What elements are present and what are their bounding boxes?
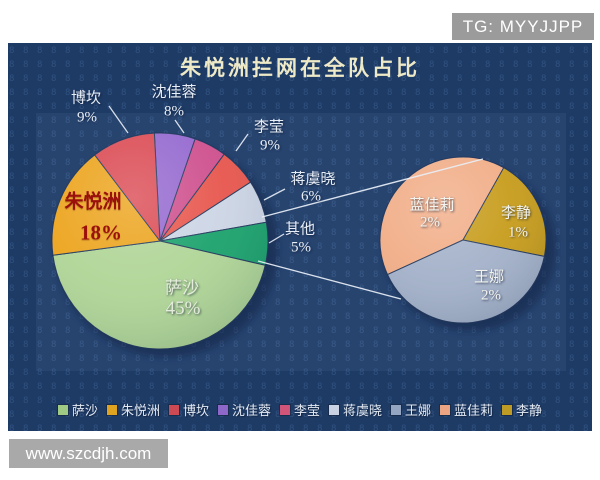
legend-label: 蒋虞晓	[343, 403, 383, 418]
value-wangna: 2%	[481, 287, 501, 304]
label-sasha: 萨沙	[165, 278, 199, 298]
legend-label: 李静	[516, 403, 543, 418]
legend-item-7: 蓝佳莉	[440, 400, 493, 419]
legend-item-3: 沈佳蓉	[217, 400, 271, 419]
value-qita: 5%	[291, 239, 311, 256]
value-sasha: 45%	[165, 298, 201, 319]
label-shenjiarong: 沈佳蓉	[151, 84, 197, 101]
legend-item-0: 萨沙	[57, 400, 98, 419]
legend-label: 李莹	[293, 403, 320, 418]
legend-swatch	[57, 404, 68, 415]
legend-label: 博坎	[182, 403, 209, 418]
value-bokan: 9%	[77, 109, 97, 126]
legend-swatch	[168, 404, 179, 415]
legend-swatch	[391, 404, 402, 415]
legend-swatch	[279, 404, 290, 415]
legend-item-5: 蒋虞晓	[329, 400, 382, 419]
legend-label: 朱悦洲	[120, 403, 160, 418]
legend-item-4: 李莹	[279, 400, 320, 419]
legend-swatch	[502, 404, 513, 415]
label-jiangyuxiao: 蒋虞晓	[290, 171, 336, 188]
legend-label: 蓝佳莉	[454, 403, 494, 418]
legend-swatch	[217, 404, 228, 415]
legend-item-1: 朱悦洲	[106, 400, 160, 419]
legend: 萨沙 朱悦洲 博坎 沈佳蓉 李莹 蒋虞晓 王娜 蓝佳莉 李静	[8, 400, 592, 419]
legend-item-8: 李静	[502, 400, 542, 419]
chart-title: 朱悦洲拦网在全队占比	[180, 56, 420, 80]
label-bokan: 博坎	[70, 90, 102, 107]
label-zhuyuezhou: 朱悦洲	[64, 191, 122, 213]
legend-swatch	[440, 404, 451, 415]
legend-swatch	[329, 404, 339, 415]
legend-label: 沈佳蓉	[231, 403, 271, 418]
value-lanjiali: 2%	[420, 214, 440, 231]
watermark-badge: www.szcdjh.com	[9, 439, 168, 468]
legend-label: 王娜	[405, 403, 432, 418]
value-lijing: 1%	[508, 224, 528, 241]
label-liying: 李莹	[253, 119, 285, 136]
legend-item-6: 王娜	[391, 400, 431, 419]
legend-item-2: 博坎	[168, 400, 209, 419]
legend-swatch	[106, 404, 117, 415]
legend-label: 萨沙	[71, 403, 98, 418]
label-lijing: 李静	[500, 205, 532, 222]
tg-badge: TG: MYYJJPP	[452, 13, 594, 40]
value-zhuyuezhou: 18%	[80, 220, 122, 245]
value-shenjiarong: 8%	[164, 103, 184, 120]
label-wangna: 王娜	[473, 269, 505, 286]
label-qita: 其他	[284, 221, 316, 238]
value-jiangyuxiao: 6%	[301, 188, 321, 205]
label-lanjiali: 蓝佳莉	[409, 197, 455, 214]
value-liying: 9%	[260, 137, 280, 154]
